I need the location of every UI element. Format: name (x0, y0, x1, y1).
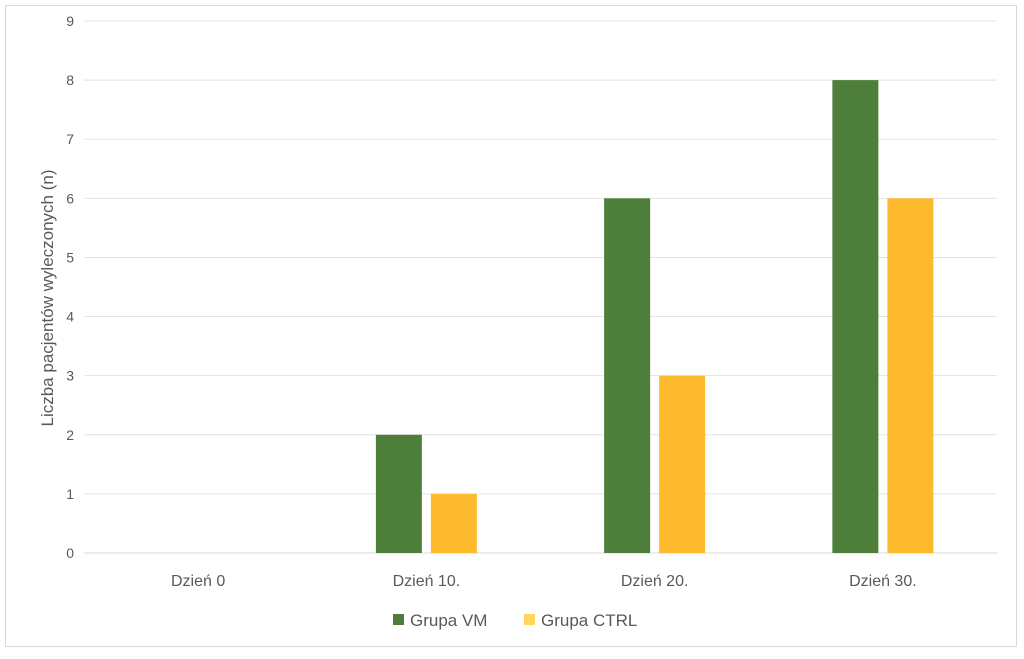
x-tick-label: Dzień 10. (393, 573, 461, 590)
bar-grupa-vm (375, 434, 422, 553)
y-tick-label: 3 (66, 368, 74, 384)
bar-grupa-ctrl (887, 198, 934, 554)
bar-grupa-ctrl (659, 375, 706, 553)
legend-label: Grupa CTRL (541, 611, 637, 630)
y-axis-label: Liczba pacjentów wyleczonych (n) (38, 169, 57, 426)
x-tick-label: Dzień 30. (849, 573, 917, 590)
y-tick-label: 5 (66, 249, 74, 265)
y-tick-label: 4 (66, 309, 74, 325)
y-tick-label: 9 (66, 13, 74, 29)
legend-swatch (524, 614, 535, 625)
bar-grupa-ctrl (430, 493, 477, 553)
y-tick-label: 2 (66, 427, 74, 443)
legend-label: Grupa VM (410, 611, 487, 630)
y-tick-label: 8 (66, 72, 74, 88)
y-tick-label: 1 (66, 486, 74, 502)
x-tick-label: Dzień 0 (171, 573, 225, 590)
y-tick-label: 6 (66, 190, 74, 206)
chart-border (5, 5, 1017, 647)
bar-grupa-vm (604, 198, 651, 554)
x-tick-label: Dzień 20. (621, 573, 689, 590)
y-tick-label: 7 (66, 131, 74, 147)
bar-grupa-vm (832, 80, 879, 553)
y-tick-label: 0 (66, 545, 74, 561)
legend-swatch (393, 614, 404, 625)
